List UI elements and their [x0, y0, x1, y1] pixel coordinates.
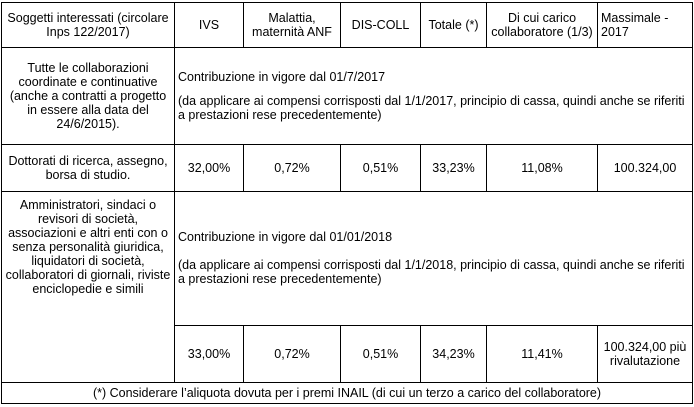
group1-ivs: 32,00% [174, 144, 244, 192]
group2-malattia: 0,72% [243, 324, 341, 383]
header-carico: Di cui carico collaboratore (1/3) [486, 1, 598, 49]
header-ivs: IVS [174, 1, 244, 49]
group2-note-row: Amministratori, sindaci o revisori di so… [1, 190, 693, 383]
group2-note-body: (da applicare ai compensi corrisposti da… [178, 258, 685, 287]
group1-subjects: Tutte le collaborazioni coordinate e con… [1, 47, 175, 146]
group1-discoll: 0,51% [340, 144, 421, 192]
group2-carico: 11,41% [486, 324, 598, 383]
group2-subjects: Amministratori, sindaci o revisori di so… [1, 190, 175, 383]
group1-malattia: 0,72% [243, 144, 341, 192]
header-row: Soggetti interessati (circolare Inps 122… [1, 1, 693, 49]
group1-note: Contribuzione in vigore dal 01/7/2017 (d… [174, 47, 693, 146]
header-malattia: Malattia, maternità ANF [243, 1, 341, 49]
header-discoll: DIS-COLL [340, 1, 421, 49]
footnote-row: (*) Considerare l’aliquota dovuta per i … [1, 381, 693, 405]
group2-ivs: 33,00% [174, 324, 244, 383]
group2-totale: 34,23% [420, 324, 487, 383]
group2-discoll: 0,51% [340, 324, 421, 383]
group2-massimale: 100.324,00 più rivalutazione [597, 324, 693, 383]
group2-note: Contribuzione in vigore dal 01/01/2018 (… [174, 190, 693, 326]
footnote: (*) Considerare l’aliquota dovuta per i … [1, 381, 693, 405]
group1-note-title: Contribuzione in vigore dal 01/7/2017 [178, 70, 386, 85]
group1-subjects-2: Dottorati di ricerca, assegno, borsa di … [1, 144, 175, 192]
group1-note-body: (da applicare ai compensi corrisposti da… [178, 94, 685, 123]
group2-values-row: 33,00% 0,72% 0,51% 34,23% 11,41% 100.324… [2, 324, 693, 383]
group1-values-row: Dottorati di ricerca, assegno, borsa di … [1, 144, 693, 192]
group2-note-title: Contribuzione in vigore dal 01/01/2018 [178, 230, 393, 245]
group1-totale: 33,23% [420, 144, 487, 192]
group1-massimale: 100.324,00 [597, 144, 693, 192]
header-massimale: Massimale - 2017 [597, 1, 693, 49]
group1-carico: 11,08% [486, 144, 598, 192]
header-soggetti: Soggetti interessati (circolare Inps 122… [1, 1, 175, 49]
header-totale: Totale (*) [420, 1, 487, 49]
group1-note-row: Tutte le collaborazioni coordinate e con… [1, 47, 693, 146]
